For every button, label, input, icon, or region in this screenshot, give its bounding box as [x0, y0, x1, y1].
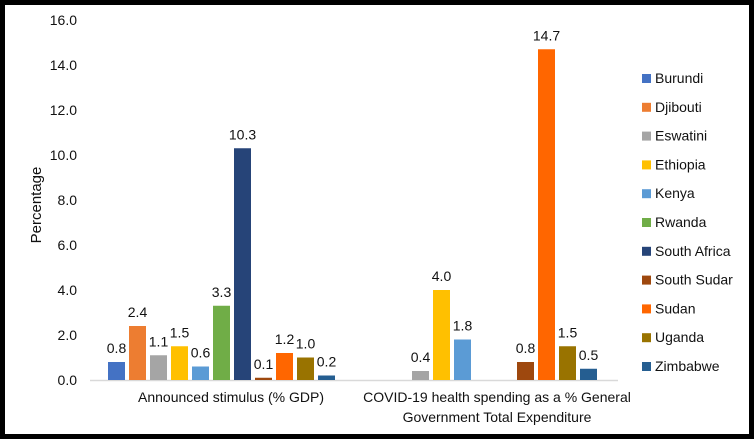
legend-swatch: [642, 160, 651, 170]
data-label: 1.8: [453, 318, 473, 334]
bar-uganda: [559, 346, 576, 380]
y-tick-label: 4.0: [58, 282, 78, 298]
legend-label: South Africa: [655, 243, 731, 259]
bar-zimbabwe: [580, 368, 597, 380]
y-axis-label: Percentage: [28, 167, 45, 244]
bar-sudan: [276, 353, 293, 380]
data-label: 2.4: [128, 304, 148, 320]
y-tick-label: 16.0: [50, 12, 77, 28]
legend-swatch: [642, 131, 651, 141]
data-label: 0.6: [191, 345, 211, 361]
data-label: 0.2: [317, 354, 337, 370]
legend-swatch: [642, 246, 651, 256]
data-label: 0.1: [254, 356, 274, 372]
legend-swatch: [642, 333, 651, 343]
legend-item: South Sudar: [642, 272, 733, 288]
legend-item: Zimbabwe: [642, 358, 720, 374]
bar-south-africa: [234, 148, 251, 380]
y-tick-label: 2.0: [58, 327, 78, 343]
y-tick-label: 12.0: [50, 102, 77, 118]
legend-item: Djibouti: [642, 99, 702, 115]
legend-label: Burundi: [655, 70, 703, 86]
legend-item: Eswatini: [642, 128, 707, 144]
bar-uganda: [297, 357, 314, 380]
data-label: 1.2: [275, 331, 295, 347]
bar-rwanda: [213, 305, 230, 380]
y-tick-label: 6.0: [58, 237, 78, 253]
bar-zimbabwe: [318, 375, 335, 380]
legend-swatch: [642, 304, 651, 314]
legend-swatch: [642, 189, 651, 199]
legend-label: Ethiopia: [655, 156, 706, 172]
legend-item: Sudan: [642, 300, 695, 316]
legend-swatch: [642, 362, 651, 371]
legend-label: Eswatini: [655, 128, 707, 144]
legend-item: Kenya: [642, 185, 695, 201]
bar-chart: Percentage 0.0 2.0 4.0 6.0 8.0 10.0 12.0 14.0 16…: [28, 12, 733, 425]
y-tick-label: 0.0: [58, 372, 78, 388]
data-label: 0.5: [579, 347, 599, 363]
data-label: 0.8: [107, 340, 127, 356]
x-category-label: COVID-19 health spending as a % General: [363, 389, 631, 405]
bar-south-sudar: [255, 377, 272, 380]
legend-label: Sudan: [655, 300, 695, 316]
legend-item: Uganda: [642, 329, 704, 345]
data-label: 0.4: [411, 349, 431, 365]
legend-swatch: [642, 218, 651, 227]
legend-item: Rwanda: [642, 214, 707, 230]
y-tick-label: 10.0: [50, 147, 77, 163]
bar-south-sudar: [517, 362, 534, 380]
data-label: 10.3: [229, 126, 256, 142]
chart-frame: Percentage 0.0 2.0 4.0 6.0 8.0 10.0 12.0 14.0 16…: [5, 5, 749, 434]
bar-djibouti: [129, 326, 146, 380]
legend-item: Ethiopia: [642, 156, 706, 172]
bar-sudan: [538, 49, 555, 380]
legend-label: Kenya: [655, 185, 695, 201]
legend-label: Uganda: [655, 329, 704, 345]
x-category-label: Announced stimulus (% GDP): [138, 389, 324, 405]
legend-label: Djibouti: [655, 99, 702, 115]
legend-item: South Africa: [642, 243, 731, 259]
bar-eswatini: [412, 371, 429, 380]
data-label: 4.0: [432, 268, 452, 284]
data-label: 0.8: [516, 340, 536, 356]
bar-kenya: [192, 366, 209, 380]
legend-item: Burundi: [642, 70, 703, 86]
bar-burundi: [108, 362, 125, 380]
data-label: 1.1: [149, 333, 169, 349]
bar-eswatini: [150, 355, 167, 380]
legend-label: South Sudar: [655, 272, 733, 288]
data-label: 1.5: [558, 324, 578, 340]
data-label: 1.5: [170, 324, 190, 340]
bar-kenya: [454, 339, 471, 380]
legend-swatch: [642, 74, 651, 83]
x-category-label: Government Total Expenditure: [403, 409, 592, 425]
y-tick-label: 8.0: [58, 192, 78, 208]
legend-swatch: [642, 102, 651, 112]
data-label: 1.0: [296, 336, 316, 352]
legend-swatch: [642, 275, 651, 285]
bar-ethiopia: [433, 290, 450, 380]
legend-label: Rwanda: [655, 214, 707, 230]
y-tick-label: 14.0: [50, 57, 77, 73]
legend-label: Zimbabwe: [655, 358, 720, 374]
data-label: 14.7: [533, 27, 560, 43]
data-label: 3.3: [212, 284, 232, 300]
bar-ethiopia: [171, 346, 188, 380]
